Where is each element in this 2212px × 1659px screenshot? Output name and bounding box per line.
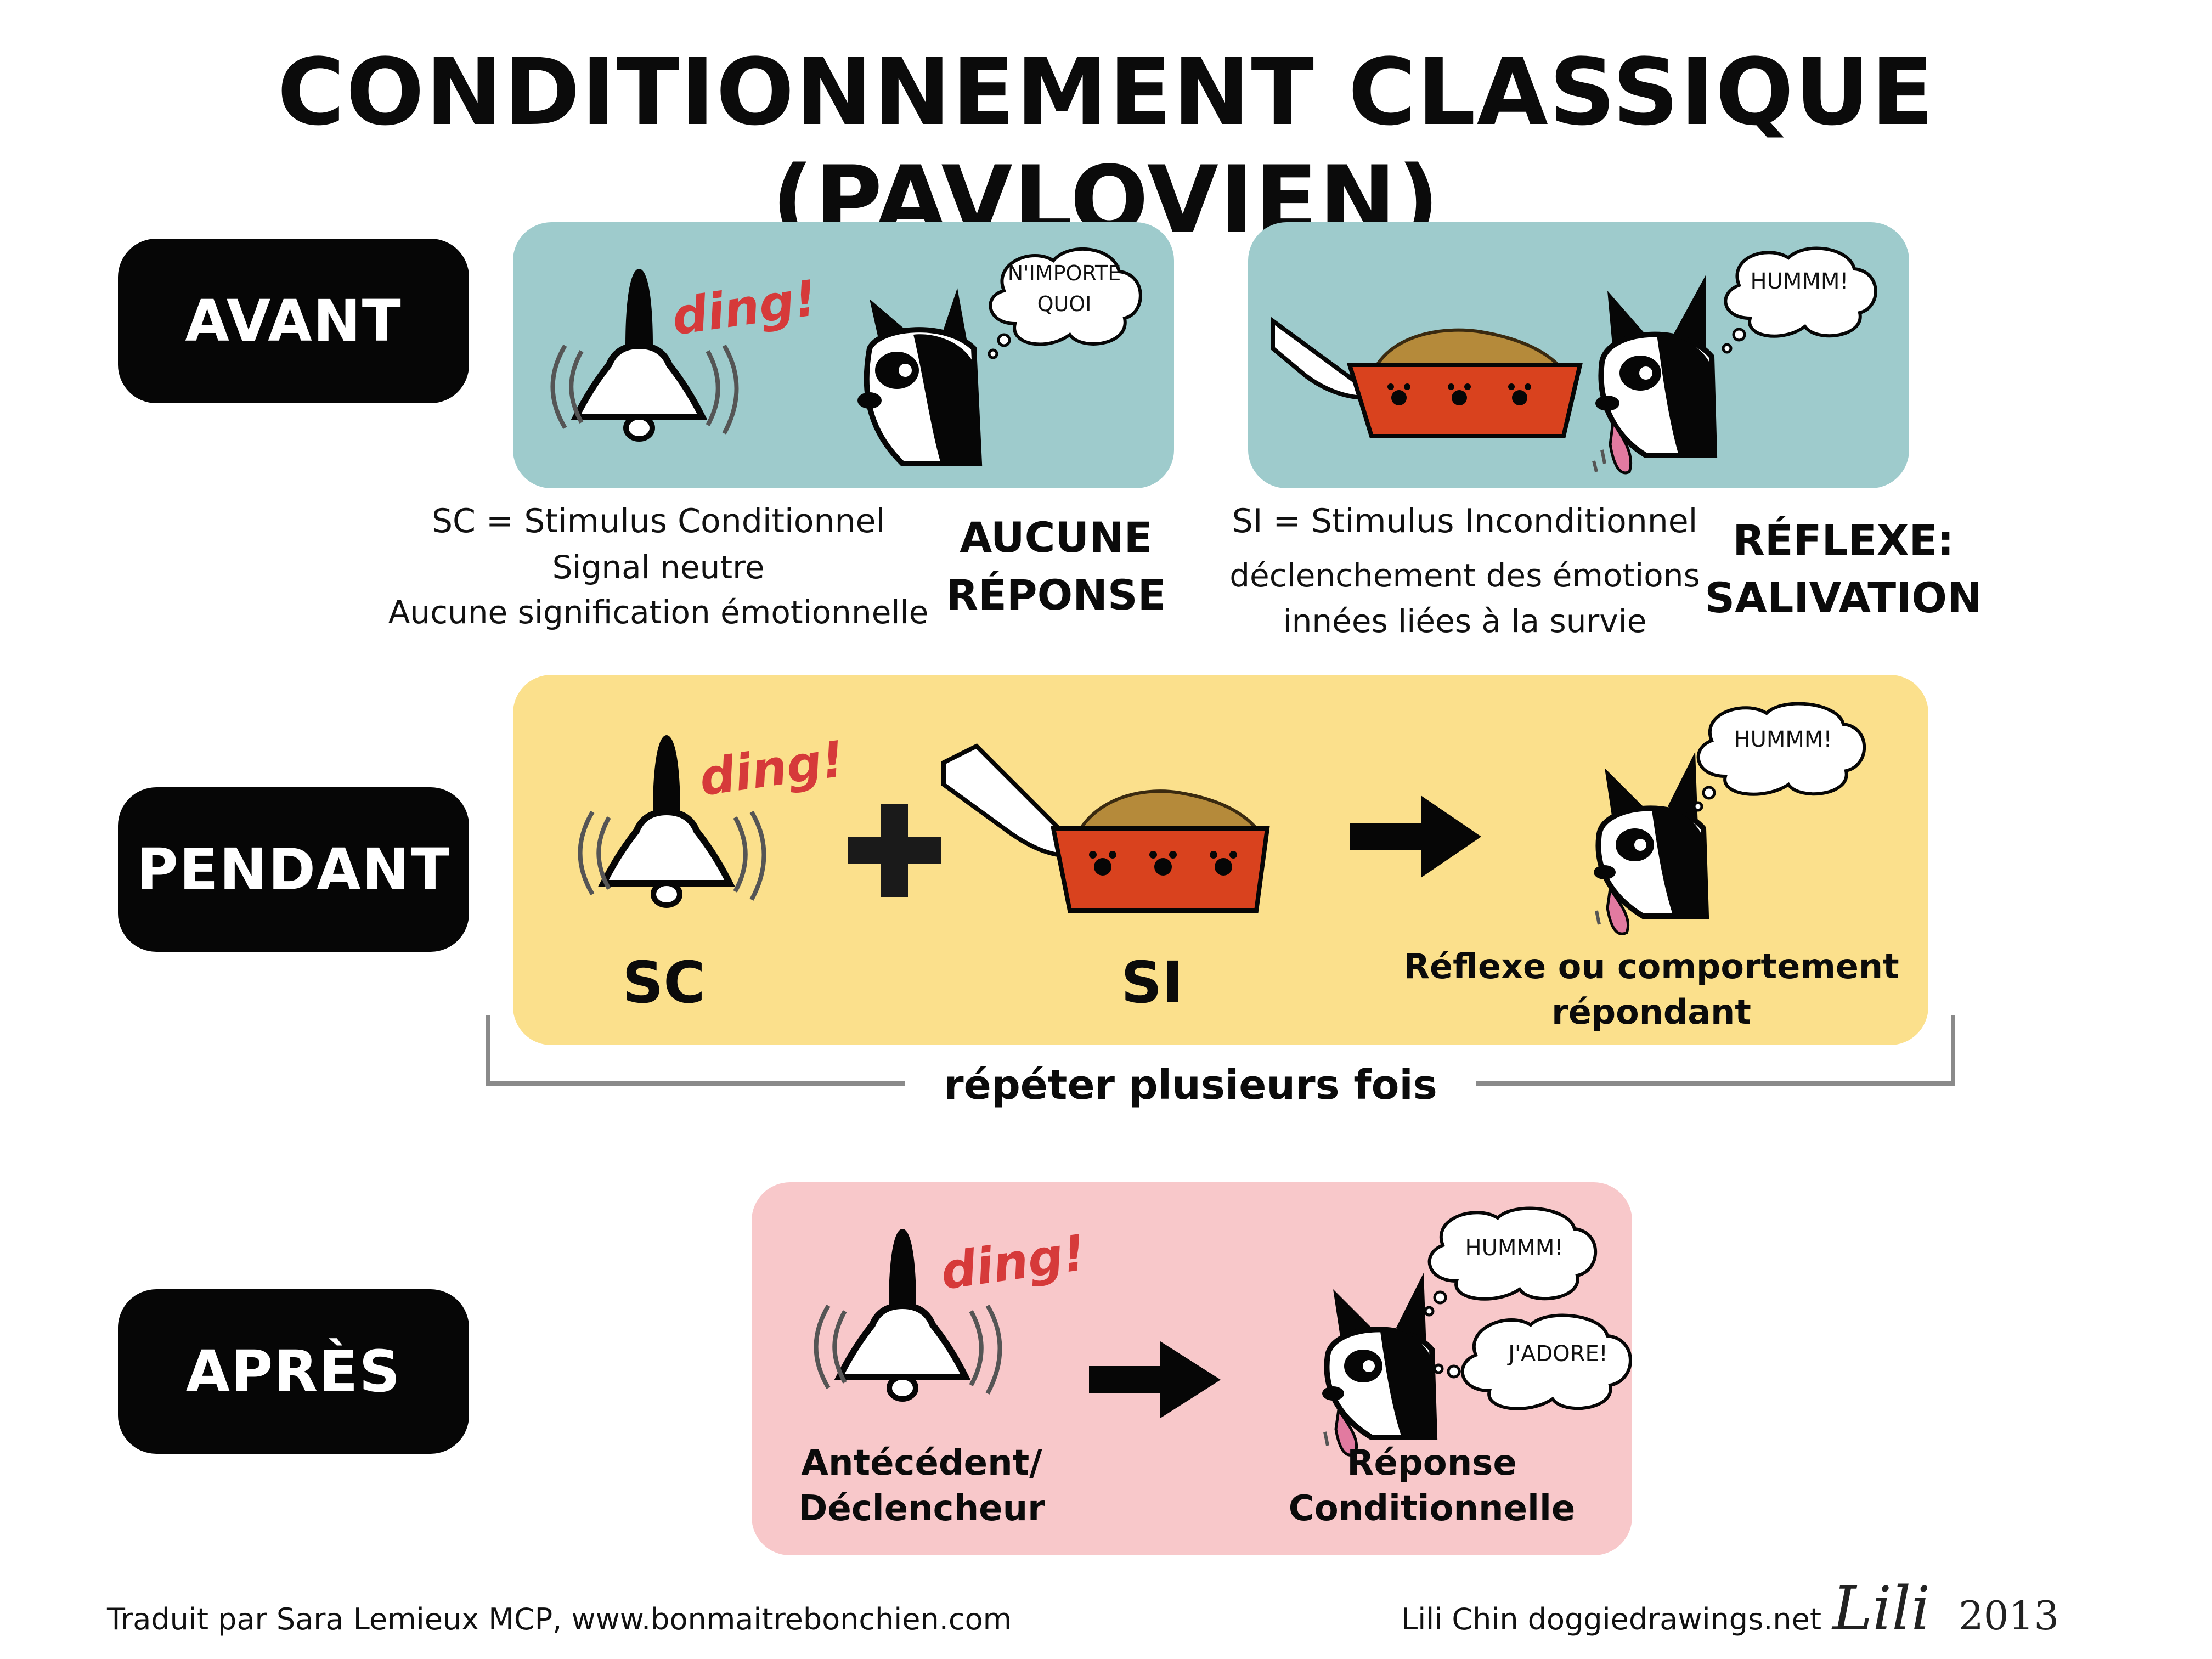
arrow-right-icon	[1350, 795, 1481, 878]
thought-bubble-food	[1722, 246, 1877, 354]
trigger-label-2: Déclencheur	[798, 1488, 1045, 1529]
translator-credit: Traduit par Sara Lemieux MCP, www.bonmai…	[107, 1602, 1012, 1637]
thought-text-food: HUMMM!	[1465, 1235, 1564, 1261]
no-response-label-2: RÉPONSE	[946, 571, 1166, 619]
conditioned-response-label-2: Conditionnelle	[1288, 1488, 1576, 1529]
thought-text-food: HUMMM!	[1734, 727, 1832, 752]
food-bowl-icon	[941, 743, 1270, 913]
ding-sound-label: ding!	[937, 1224, 1089, 1301]
dog-salivating-icon	[1322, 1273, 1438, 1457]
dog-salivating-icon	[1594, 752, 1709, 935]
arrow-right-icon	[1089, 1341, 1221, 1418]
thought-bubble-love	[1433, 1313, 1632, 1410]
thought-bubble-food	[1424, 1206, 1598, 1317]
plus-icon	[848, 804, 941, 897]
conditioned-response-label-1: Réponse	[1347, 1443, 1517, 1483]
response-label-1: Réflexe ou comportement	[1403, 946, 1899, 986]
us-survival: innées liées à la survie	[1283, 602, 1647, 640]
ding-sound-label: ding!	[696, 730, 848, 808]
us-emotions: déclenchement des émotions	[1229, 557, 1700, 594]
trigger-label-1: Antécédent/	[801, 1443, 1042, 1483]
thought-text-love: J'ADORE!	[1508, 1341, 1608, 1367]
stage-label-before: AVANT	[118, 239, 469, 403]
response-label-2: répondant	[1551, 992, 1751, 1032]
stage-label-after: APRÈS	[118, 1289, 469, 1454]
us-definition: SI = Stimulus Inconditionnel	[1232, 502, 1698, 540]
reflex-label-1: RÉFLEXE:	[1733, 516, 1954, 565]
cs-definition: SC = Stimulus Conditionnel	[431, 502, 885, 540]
cs-no-emotion: Aucune signification émotionnelle	[388, 594, 929, 631]
ding-sound-label: ding!	[668, 269, 820, 347]
bell-icon	[814, 1229, 1002, 1402]
thought-bubble-food	[1692, 702, 1866, 812]
author-credit: Lili Chin doggiedrawings.net	[1401, 1602, 1821, 1637]
reflex-label-2: SALIVATION	[1705, 573, 1982, 622]
svg-text:2013: 2013	[1959, 1593, 2059, 1639]
dog-salivating-icon	[1592, 274, 1718, 475]
svg-text:Lili: Lili	[1831, 1573, 1931, 1644]
repeat-label: répéter plusieurs fois	[944, 1062, 1437, 1109]
us-label: SI	[1121, 949, 1183, 1016]
thought-text-food: HUMMM!	[1750, 269, 1849, 294]
thought-bubble-neutral	[988, 247, 1142, 359]
stage-label-during: PENDANT	[118, 787, 469, 952]
page-title: CONDITIONNEMENT CLASSIQUE (PAVLOVIEN)	[277, 38, 1935, 253]
thought-text-neutral: N'IMPORTE QUOI	[1007, 261, 1121, 316]
bell-icon	[578, 735, 766, 908]
food-bowl-icon	[1271, 317, 1583, 438]
bell-icon	[550, 269, 739, 442]
repeat-bracket	[486, 1015, 1955, 1086]
dog-neutral-icon	[857, 288, 983, 466]
cs-neutral-signal: Signal neutre	[552, 549, 765, 586]
no-response-label-1: AUCUNE	[960, 513, 1153, 562]
cs-label: SC	[622, 949, 706, 1016]
signature: Lili 2013	[1831, 1573, 2059, 1644]
